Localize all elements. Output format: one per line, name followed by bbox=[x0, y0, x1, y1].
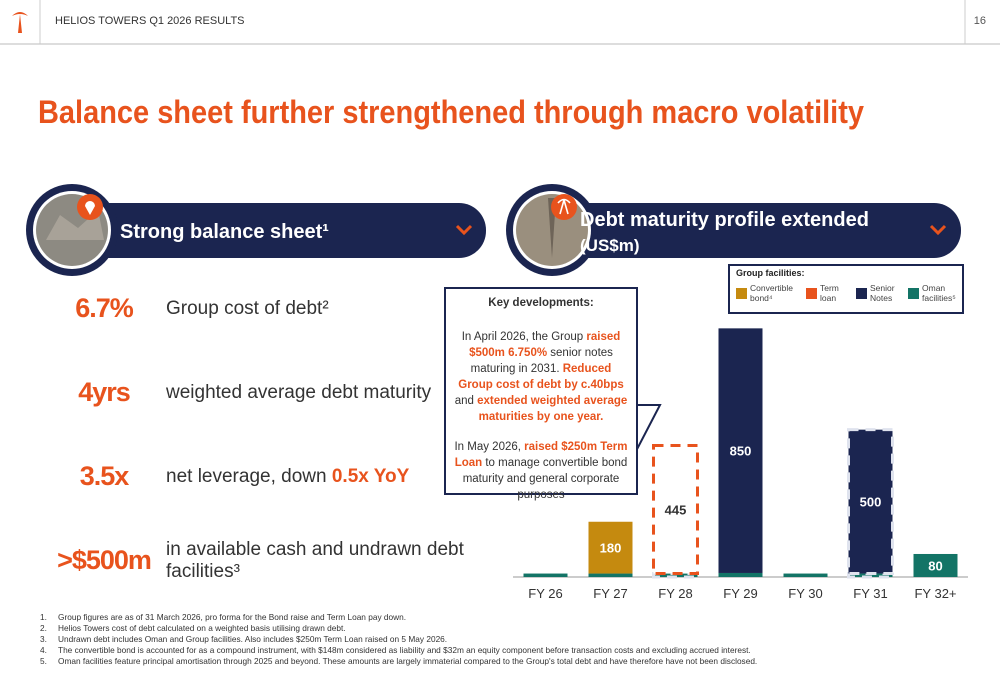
legend-swatch bbox=[856, 288, 867, 299]
x-tick-label: FY 26 bbox=[528, 586, 562, 601]
data-label: 850 bbox=[730, 444, 752, 459]
legend-label: Convertible bond⁴ bbox=[750, 283, 793, 303]
bar-segment bbox=[652, 443, 699, 576]
bar-segment bbox=[523, 573, 568, 577]
metric-label: weighted average debt maturity bbox=[166, 382, 466, 404]
metric-label: net leverage, down 0.5x YoY bbox=[166, 466, 466, 488]
bar-segment bbox=[588, 521, 633, 574]
bar-segment bbox=[718, 328, 763, 573]
legend-swatch bbox=[908, 288, 919, 299]
text-run: net leverage, down bbox=[166, 466, 332, 487]
data-label: 180 bbox=[600, 541, 622, 556]
footnote: 1. Group figures are as of 31 March 2026,… bbox=[40, 612, 980, 623]
x-tick-label: FY 32+ bbox=[914, 586, 956, 601]
footnote-number: 3. bbox=[40, 634, 47, 644]
footnote-number: 4. bbox=[40, 645, 47, 655]
pin-icon bbox=[85, 201, 95, 215]
photo bbox=[46, 210, 104, 240]
key-title: Key developments: bbox=[488, 297, 594, 309]
legend-swatch bbox=[736, 288, 747, 299]
legend-label: Term loan bbox=[820, 283, 839, 303]
metric-label: in available cash and undrawn debt facil… bbox=[166, 539, 466, 583]
highlight-text: extended weighted average maturities by … bbox=[477, 395, 628, 423]
footnote-number: 5. bbox=[40, 656, 47, 666]
text-run: and bbox=[454, 395, 478, 407]
x-tick-label: FY 27 bbox=[593, 586, 627, 601]
text-run: in available cash and undrawn debt facil… bbox=[166, 539, 464, 582]
text-run: Group cost of debt² bbox=[166, 298, 329, 319]
key-developments: Key developments: In April 2026, the Gro… bbox=[444, 287, 638, 501]
metric-label: Group cost of debt² bbox=[166, 298, 466, 320]
x-tick-label: FY 30 bbox=[788, 586, 822, 601]
slide-title: Balance sheet further strengthened throu… bbox=[38, 94, 864, 130]
paragraph: In April 2026, the Group raised $500m 6.… bbox=[452, 329, 630, 425]
footnote-text: Oman facilities feature principal amorti… bbox=[58, 656, 758, 666]
metric-value: 4yrs bbox=[78, 377, 131, 407]
footnote: 3. Undrawn debt includes Oman and Group f… bbox=[40, 634, 980, 645]
bar-segment bbox=[847, 428, 894, 576]
data-label: 80 bbox=[928, 558, 942, 573]
metric-value: >$500m bbox=[57, 545, 152, 575]
metric-value: 6.7% bbox=[75, 293, 134, 323]
icon-badge bbox=[551, 194, 577, 220]
chevron bbox=[929, 224, 947, 236]
footnote: 4. The convertible bond is accounted for … bbox=[40, 645, 980, 656]
highlight-text: 0.5x YoY bbox=[331, 466, 410, 487]
footnote-text: Undrawn debt includes Oman and Group fac… bbox=[58, 634, 448, 644]
x-tick-label: FY 31 bbox=[853, 586, 887, 601]
highlight-text: Reduced Group cost of debt by c.40bps bbox=[458, 363, 624, 391]
footnotes: 1. Group figures are as of 31 March 2026,… bbox=[40, 612, 980, 667]
text-run: to manage convertible bond maturity and … bbox=[462, 457, 628, 501]
chevron bbox=[455, 224, 473, 236]
bar-segment bbox=[913, 553, 958, 577]
panel-heading: Strong balance sheet¹ bbox=[120, 221, 329, 243]
paragraph: In May 2026, raised $250m Term Loan to m… bbox=[452, 439, 630, 503]
header-title: HELIOS TOWERS Q1 2026 RESULTS bbox=[55, 15, 245, 27]
text-run: weighted average debt maturity bbox=[166, 382, 432, 403]
panel-unit: (US$m) bbox=[580, 236, 640, 255]
text-run: senior notes maturing in 2031. bbox=[470, 347, 613, 375]
footnote-text: Helios Towers cost of debt calculated on… bbox=[58, 623, 346, 633]
x-tick-label: FY 28 bbox=[658, 586, 692, 601]
panel-banner bbox=[515, 203, 961, 258]
bar-segment bbox=[588, 573, 633, 577]
logo bbox=[12, 12, 28, 33]
footnote-number: 1. bbox=[40, 612, 47, 622]
legend-label: Oman facilities⁵ bbox=[922, 283, 956, 303]
legend-label: Senior Notes bbox=[870, 283, 895, 303]
footnote-text: Group figures are as of 31 March 2026, p… bbox=[58, 612, 407, 622]
chart: FY 26 FY 27 180 FY 28 445 FY 29 850 FY 30 FY 31 5… bbox=[513, 328, 968, 601]
bar-segment bbox=[783, 573, 828, 577]
footnote-number: 2. bbox=[40, 623, 47, 633]
bar-segment bbox=[718, 572, 763, 577]
metric-value: 3.5x bbox=[79, 461, 130, 491]
footnote-text: The convertible bond is accounted for as… bbox=[58, 645, 751, 655]
legend-title: Group facilities: bbox=[736, 268, 805, 278]
highlight-text: raised $250m Term Loan bbox=[454, 441, 628, 469]
footnote: 5. Oman facilities feature principal amor… bbox=[40, 656, 980, 667]
panel-banner bbox=[40, 203, 486, 258]
x-tick-label: FY 29 bbox=[723, 586, 757, 601]
highlight-text: raised $500m 6.750% bbox=[469, 331, 621, 359]
text-run: In May 2026, bbox=[454, 441, 525, 453]
panel-heading: Debt maturity profile extended bbox=[580, 209, 869, 231]
data-label: 445 bbox=[665, 503, 687, 518]
text-run: In April 2026, the Group bbox=[461, 331, 587, 343]
data-label: 500 bbox=[860, 495, 882, 510]
legend: Group facilities: Convertible bond⁴ Term … bbox=[728, 264, 964, 314]
footnote: 2. Helios Towers cost of debt calculated … bbox=[40, 623, 980, 634]
legend-swatch bbox=[806, 288, 817, 299]
page-number: 16 bbox=[973, 15, 986, 27]
tower-icon bbox=[557, 198, 571, 215]
